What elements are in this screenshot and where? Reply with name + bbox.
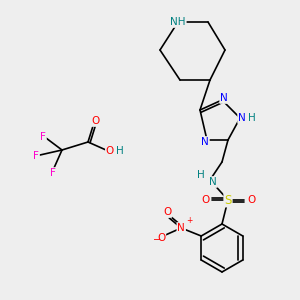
Text: −: − [153,235,161,245]
Text: F: F [50,168,56,178]
Text: S: S [224,194,232,206]
Text: O: O [157,233,165,243]
Text: O: O [91,116,99,126]
Text: H: H [116,146,124,156]
Text: +: + [186,216,193,225]
Text: N: N [209,177,217,187]
Text: N: N [177,223,185,233]
Text: O: O [163,207,171,217]
Text: H: H [197,170,205,180]
Text: F: F [40,132,46,142]
Text: O: O [106,146,114,156]
Text: O: O [247,195,255,205]
Text: O: O [201,195,209,205]
Text: N: N [220,93,228,103]
Text: N: N [238,113,246,123]
Text: N: N [201,137,209,147]
Text: H: H [248,113,256,123]
Text: F: F [33,151,39,161]
Text: NH: NH [170,17,186,27]
